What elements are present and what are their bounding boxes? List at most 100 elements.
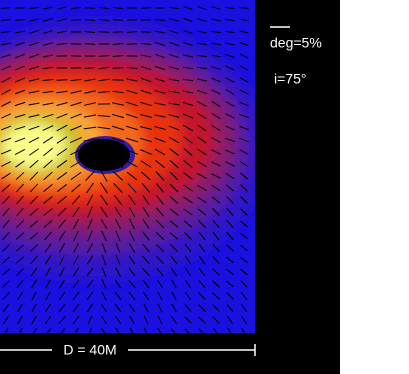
polarization-tick <box>1 89 11 95</box>
polarization-tick <box>184 255 192 265</box>
polarization-tick <box>43 196 53 204</box>
polarization-tick <box>56 184 68 192</box>
polarization-tick <box>72 303 80 313</box>
polarization-tick <box>126 89 138 95</box>
polarization-tick <box>140 114 152 118</box>
polarization-tick <box>197 160 207 168</box>
polarization-tick <box>42 113 54 119</box>
polarization-tick <box>43 171 53 181</box>
polarization-tick <box>142 279 150 289</box>
polarization-tick <box>155 183 165 193</box>
polarization-tick <box>15 219 25 229</box>
polarization-tick <box>29 171 39 181</box>
polarization-tick <box>101 254 107 266</box>
polarization-tick <box>197 173 207 179</box>
polarization-tick <box>127 183 137 193</box>
polarization-tick <box>211 112 221 120</box>
polarization-tick <box>15 183 25 193</box>
polarization-tick <box>184 291 192 301</box>
polarization-tick <box>58 231 66 241</box>
polarization-tick <box>15 232 25 240</box>
polarization-tick <box>3 315 9 325</box>
polarization-tick <box>114 279 122 289</box>
polarization-tick <box>239 53 249 59</box>
polarization-tick <box>112 159 124 169</box>
polarization-tick <box>211 6 221 10</box>
polarization-tick <box>184 231 192 241</box>
polarization-tick <box>73 242 79 254</box>
polarization-tick <box>171 291 177 301</box>
polarization-tick <box>72 218 80 230</box>
polarization-tick <box>71 183 81 193</box>
polarization-tick <box>183 124 193 132</box>
polarization-tick <box>225 65 235 71</box>
polarization-tick <box>97 138 111 142</box>
polarization-tick <box>155 231 165 241</box>
distance-label: D = 40M <box>63 342 116 358</box>
polarization-tick <box>1 101 11 107</box>
polarization-tick <box>184 316 192 324</box>
polarization-tick <box>198 243 206 253</box>
polarization-tick <box>83 114 97 118</box>
polarization-tick <box>15 65 25 71</box>
polarization-tick <box>212 268 220 276</box>
polarization-tick <box>182 90 194 94</box>
layer <box>2 124 66 168</box>
polarization-tick <box>4 327 9 333</box>
polarization-tick <box>212 208 220 216</box>
polarization-tick <box>155 244 165 252</box>
polarization-tick <box>197 124 207 132</box>
polarization-tick <box>2 207 10 217</box>
polarization-tick <box>1 31 11 33</box>
polarization-tick <box>226 292 234 300</box>
polarization-tick <box>15 244 25 252</box>
polarization-tick <box>155 171 165 181</box>
polarization-tick <box>140 126 152 130</box>
polarization-tick <box>239 256 249 264</box>
polarization-tick <box>182 66 194 70</box>
polarization-tick <box>99 18 109 22</box>
polarization-tick <box>239 30 249 34</box>
polarization-tick <box>1 268 11 276</box>
polarization-tick <box>29 195 39 205</box>
polarization-tick <box>43 147 53 157</box>
polarization-tick <box>98 31 110 33</box>
polarization-tick <box>182 54 194 58</box>
polarization-tick <box>227 327 232 333</box>
polarization-tick <box>86 267 94 277</box>
polarization-tick <box>241 303 247 313</box>
polarization-tick <box>115 242 121 254</box>
polarization-tick <box>17 315 23 325</box>
polarization-tick <box>225 125 235 131</box>
polarization-tick <box>142 219 150 229</box>
polarization-tick <box>211 66 221 70</box>
polarization-tick <box>168 125 180 131</box>
polarization-tick <box>99 6 109 10</box>
polarization-tick <box>211 184 221 192</box>
polarization-tick <box>1 161 11 167</box>
polarization-tick <box>183 172 193 180</box>
polarization-tick <box>211 124 221 132</box>
polarization-tick <box>98 55 110 57</box>
polarization-tick <box>0 149 12 155</box>
intensity-map <box>0 0 255 333</box>
polarization-tick <box>57 207 67 217</box>
polarization-tick <box>70 101 82 107</box>
polarization-tick <box>126 160 138 168</box>
polarization-tick <box>43 30 53 34</box>
scale-label: deg=5% <box>270 35 322 51</box>
polarization-tick <box>42 90 54 94</box>
polarization-tick <box>58 316 66 324</box>
polarization-tick <box>100 194 108 206</box>
polarization-tick <box>198 328 204 333</box>
polarization-tick <box>140 101 152 107</box>
polarization-tick <box>198 280 206 288</box>
polarization-tick <box>239 101 249 107</box>
polarization-tick <box>29 30 39 34</box>
polarization-tick <box>85 171 95 181</box>
polarization-tick <box>196 78 208 82</box>
polarization-tick <box>170 267 178 277</box>
polarization-tick <box>211 30 221 34</box>
polarization-tick <box>45 291 51 301</box>
polarization-tick <box>125 137 139 143</box>
